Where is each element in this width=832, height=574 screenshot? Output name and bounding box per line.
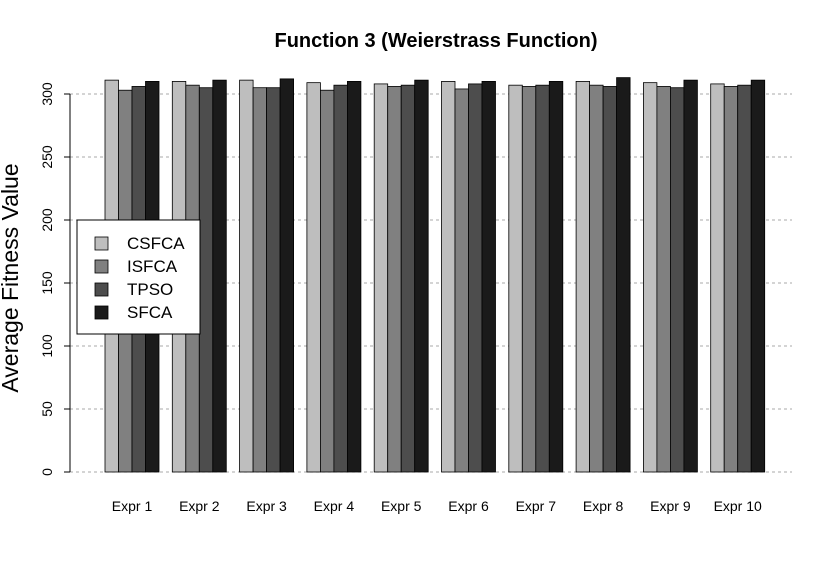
legend-swatch-sfca xyxy=(94,305,109,320)
bar-tpso-2 xyxy=(198,87,214,473)
x-tick-label: Expr 6 xyxy=(448,498,489,514)
bar-sfca-2 xyxy=(212,79,227,473)
bar-sfca-4 xyxy=(346,81,362,473)
x-tick-label: Expr 7 xyxy=(516,498,557,514)
x-tick-label: Expr 3 xyxy=(246,498,287,514)
bar-csfca-4 xyxy=(306,82,321,473)
legend-label-sfca: SFCA xyxy=(127,303,173,322)
bar-sfca-3 xyxy=(279,78,295,473)
bar-isfca-3 xyxy=(252,87,268,473)
y-tick-label: 150 xyxy=(39,271,55,295)
x-tick-label: Expr 8 xyxy=(583,498,624,514)
y-tick-label: 50 xyxy=(39,401,55,417)
bar-sfca-6 xyxy=(481,81,496,473)
bar-tpso-8 xyxy=(602,86,617,473)
bar-csfca-5 xyxy=(373,83,389,473)
y-tick-label: 0 xyxy=(39,468,55,476)
legend-swatch-tpso xyxy=(94,282,109,297)
bar-isfca-9 xyxy=(656,86,671,473)
y-tick-label: 300 xyxy=(39,82,55,106)
bar-csfca-7 xyxy=(508,84,523,473)
bars xyxy=(104,77,766,473)
legend-swatch-csfca xyxy=(94,236,109,251)
bar-isfca-4 xyxy=(319,89,335,473)
y-axis: 0 50 100 150 200 250 300 xyxy=(39,82,71,476)
legend: CSFCA ISFCA TPSO SFCA xyxy=(76,219,201,335)
bar-isfca-8 xyxy=(589,84,604,473)
bar-csfca-8 xyxy=(575,81,590,473)
bar-tpso-6 xyxy=(468,83,483,473)
bar-sfca-5 xyxy=(414,79,429,473)
bar-isfca-6 xyxy=(454,88,469,473)
legend-label-isfca: ISFCA xyxy=(127,257,178,276)
x-tick-label: Expr 9 xyxy=(650,498,691,514)
legend-swatch-isfca xyxy=(94,259,109,274)
y-axis-label: Average Fitness Value xyxy=(0,163,23,392)
bar-isfca-5 xyxy=(387,86,402,473)
bar-isfca-7 xyxy=(521,86,537,473)
bar-tpso-5 xyxy=(400,84,416,473)
bar-isfca-10 xyxy=(723,86,739,473)
y-tick-label: 200 xyxy=(39,208,55,232)
bar-csfca-10 xyxy=(710,83,725,473)
bar-sfca-8 xyxy=(616,77,631,473)
x-tick-label: Expr 4 xyxy=(314,498,355,514)
bar-sfca-7 xyxy=(548,81,564,473)
x-tick-labels: Expr 1 Expr 2 Expr 3 Expr 4 Expr 5 Expr 6 Expr… xyxy=(112,498,762,514)
bar-tpso-10 xyxy=(737,84,752,473)
x-tick-label: Expr 1 xyxy=(112,498,153,514)
x-tick-label: Expr 2 xyxy=(179,498,220,514)
bar-sfca-10 xyxy=(750,79,766,473)
bar-tpso-3 xyxy=(266,87,281,473)
y-tick-label: 100 xyxy=(39,334,55,358)
bar-tpso-7 xyxy=(535,84,550,473)
legend-label-csfca: CSFCA xyxy=(127,234,185,253)
legend-label-tpso: TPSO xyxy=(127,280,173,299)
bar-tpso-9 xyxy=(670,87,685,473)
bar-csfca-3 xyxy=(239,79,254,473)
bar-sfca-9 xyxy=(683,79,698,473)
chart-title: Function 3 (Weierstrass Function) xyxy=(275,30,598,52)
bar-csfca-6 xyxy=(441,81,456,473)
bar-csfca-9 xyxy=(643,82,658,473)
y-tick-label: 250 xyxy=(39,145,55,169)
bar-tpso-4 xyxy=(333,84,348,473)
x-tick-label: Expr 10 xyxy=(714,498,762,514)
x-tick-label: Expr 5 xyxy=(381,498,422,514)
